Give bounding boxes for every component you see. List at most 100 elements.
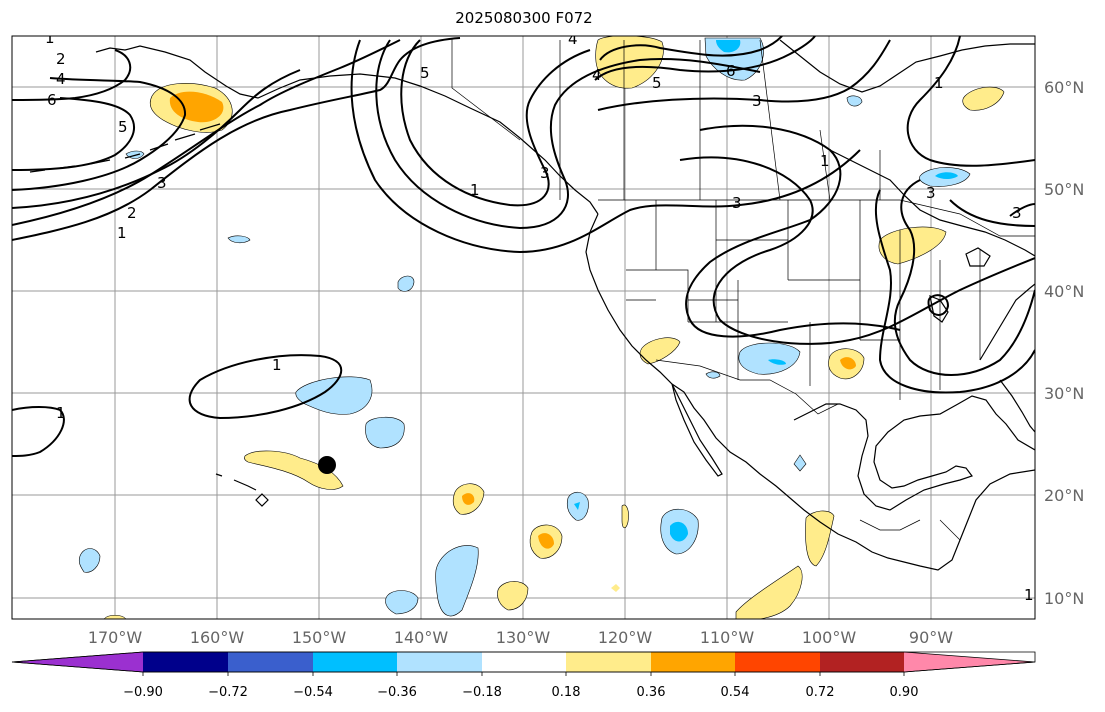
colorbar-segment — [397, 652, 482, 672]
contour-label: 5 — [118, 118, 128, 136]
contour-east-edge — [1009, 203, 1035, 217]
negative-patch-small-4 — [705, 371, 721, 379]
state-borders — [626, 200, 981, 400]
colorbar-label: −0.36 — [377, 685, 417, 700]
positive-patch-hudson — [962, 86, 1005, 111]
us-mexico-border — [655, 359, 839, 415]
hudson-bay — [829, 149, 1035, 257]
contour-label: 3 — [1012, 204, 1022, 222]
lat-label: 50°N — [1044, 180, 1084, 199]
negative-patch-pacific-3 — [365, 416, 405, 449]
negative-core-2 — [574, 502, 580, 510]
colorbar-segment — [228, 652, 313, 672]
baja-california — [671, 383, 723, 477]
contour-low-1-pacific — [188, 354, 343, 420]
colorbar-label: 0.54 — [721, 685, 750, 700]
east-coast — [979, 283, 1035, 361]
contour-trough-gulf-3 — [350, 39, 861, 254]
positive-core-1 — [462, 493, 475, 505]
positive-patch-sliver — [621, 504, 629, 529]
alaska-coast — [95, 45, 599, 215]
us-canada-border — [598, 199, 1035, 237]
contour-label: 1 — [117, 224, 127, 242]
contour-2-north — [12, 39, 401, 226]
contour-label-group: 1 2 4 6 5 3 2 1 1 6 5 4 5 3 1 3 3 1 1 4 … — [45, 29, 1034, 604]
contour-east-2 — [893, 179, 1035, 376]
contour-4-north — [12, 77, 187, 191]
negative-core-southwest — [768, 359, 786, 365]
contour-east-1 — [906, 36, 1035, 167]
contour-label: 3 — [157, 174, 167, 192]
negative-patch-pacific-2 — [295, 376, 373, 415]
contour-trough-gulf — [400, 39, 591, 207]
contour-1-west — [12, 406, 65, 457]
contour-label: 3 — [732, 194, 742, 212]
latitude-labels: 60°N 50°N 40°N 30°N 20°N 10°N — [1044, 78, 1084, 608]
colorbar-segment — [313, 652, 397, 672]
contour-ridge-west-3 — [679, 156, 1035, 345]
colorbar-extend-low — [12, 652, 143, 672]
contour-east-4 — [949, 199, 1035, 227]
lon-label: 160°W — [190, 628, 245, 647]
lon-label: 130°W — [496, 628, 551, 647]
lat-label: 40°N — [1044, 282, 1084, 301]
lon-label: 110°W — [700, 628, 755, 647]
contour-label: 1 — [820, 152, 830, 170]
negative-patch-southwest — [738, 342, 801, 375]
contour-label: 1 — [470, 181, 480, 199]
colorbar-label: 0.36 — [637, 685, 666, 700]
lat-label: 30°N — [1044, 384, 1084, 403]
contour-5-north — [12, 97, 135, 171]
negative-patch-pacific-1 — [397, 275, 415, 292]
hawaii-islands — [215, 473, 269, 507]
contour-east-3 — [874, 189, 1035, 394]
colorbar-extend-high — [904, 652, 1035, 672]
contour-label: 3 — [752, 92, 762, 110]
colorbar-segment — [143, 652, 228, 672]
contour-label: 1 — [56, 404, 66, 422]
colorbar-segment — [651, 652, 735, 672]
contour-label: 6 — [726, 62, 736, 80]
negative-patch-small-1 — [846, 95, 863, 107]
political-borders — [451, 38, 1035, 541]
lon-label: 150°W — [292, 628, 347, 647]
location-marker — [318, 456, 336, 474]
colorbar-label: 0.18 — [552, 685, 581, 700]
gulf-coast — [793, 395, 1035, 511]
lon-label: 100°W — [802, 628, 857, 647]
contour-ridge-west-2 — [685, 124, 901, 338]
colorbar-segment — [820, 652, 904, 672]
contour-label: 1 — [1024, 586, 1034, 604]
map-frame — [11, 35, 1036, 620]
contour-label: 4 — [568, 30, 578, 48]
positive-core-2 — [538, 533, 554, 549]
negative-patch-5 — [385, 590, 419, 615]
contour-label: 2 — [56, 50, 66, 68]
contour-small-loop — [927, 294, 950, 316]
positive-patch-hawaii — [244, 450, 344, 490]
lat-label: 20°N — [1044, 486, 1084, 505]
contour-trough-gulf-2 — [375, 39, 761, 230]
lat-label: 10°N — [1044, 589, 1084, 608]
colorbar-label: 0.72 — [806, 685, 835, 700]
colorbar-label: −0.72 — [208, 685, 248, 700]
contour-label: 1 — [45, 29, 55, 47]
contour-label: 1 — [272, 356, 282, 374]
lon-label: 140°W — [394, 628, 449, 647]
negative-patch-mexico-small — [793, 454, 807, 472]
contour-label: 3 — [926, 184, 936, 202]
positive-patch-mexico — [805, 510, 835, 567]
contour-label: 5 — [652, 74, 662, 92]
lon-label: 90°W — [909, 628, 953, 647]
colorbar: −0.90 −0.72 −0.54 −0.36 −0.18 0.18 0.36 … — [11, 651, 1036, 700]
colorbar-label: 0.90 — [890, 685, 919, 700]
chart-title: 2025080300 F072 — [455, 9, 593, 27]
colorbar-label: −0.90 — [123, 685, 163, 700]
colorbar-label: −0.18 — [462, 685, 502, 700]
negative-patch-6 — [78, 548, 101, 573]
negative-core-3 — [670, 521, 688, 542]
contour-label: 2 — [127, 204, 137, 222]
colorbar-ticks — [142, 672, 905, 676]
contour-label: 1 — [934, 74, 944, 92]
